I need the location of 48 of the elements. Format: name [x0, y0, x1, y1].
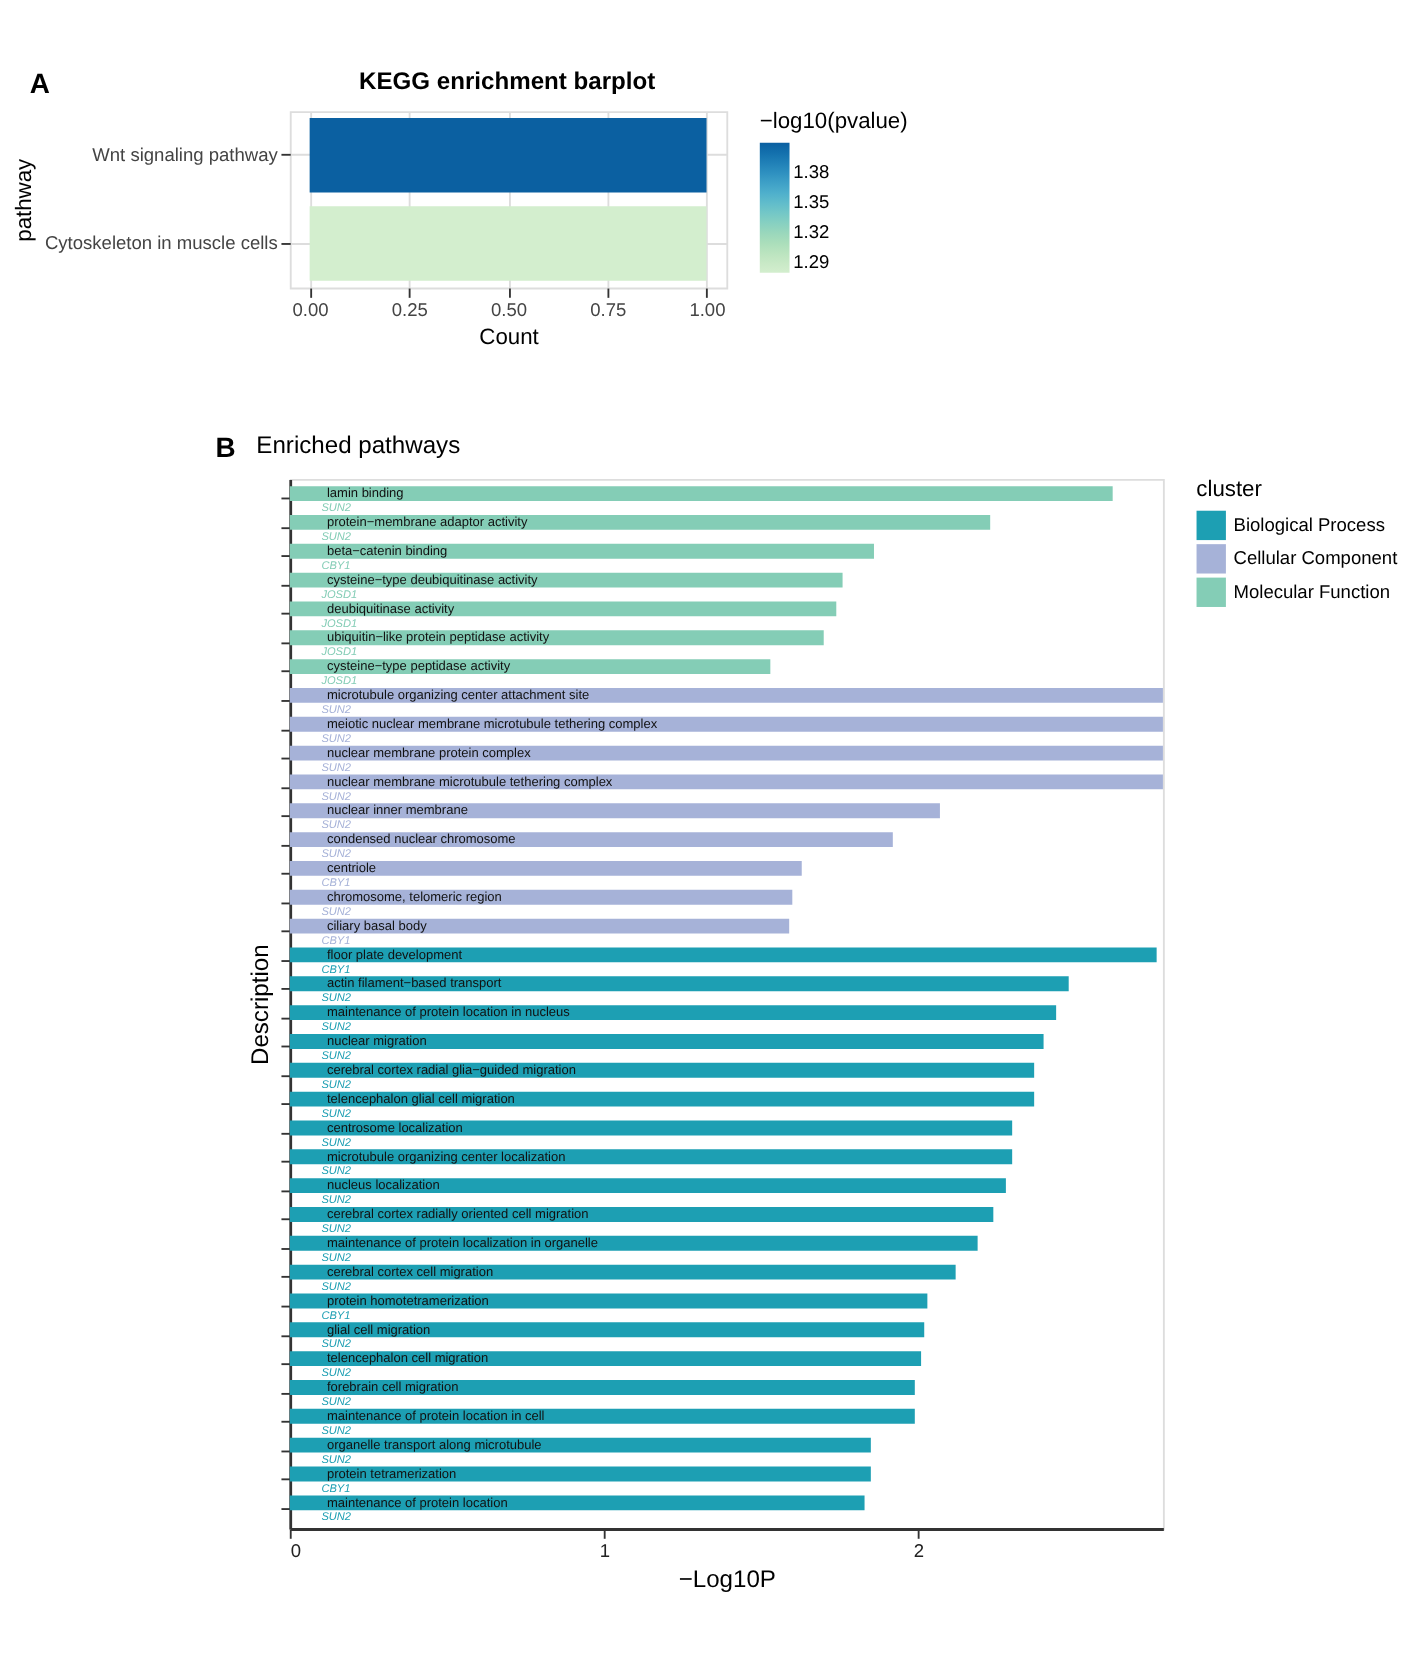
x-tick-label: 0.25 [391, 300, 428, 321]
bar [289, 774, 1163, 790]
bar [289, 687, 1163, 703]
bar [289, 976, 1069, 992]
legend-title: cluster [1196, 477, 1263, 502]
y-axis-title: Description [245, 944, 274, 1066]
legend-label: Molecular Function [1233, 581, 1391, 602]
bar [289, 1178, 1006, 1194]
bar [289, 1091, 1035, 1107]
y-axis-title: pathway [13, 158, 38, 242]
bar [289, 514, 991, 530]
bar [289, 1034, 1044, 1049]
bar [289, 601, 837, 617]
bar [289, 918, 790, 934]
y-tick-label: Cytoskeleton in muscle cells [44, 233, 279, 254]
bar [289, 486, 1113, 502]
bar [289, 1495, 865, 1511]
x-axis-title: Count [479, 326, 541, 351]
x-tick-label: 0.75 [590, 300, 627, 321]
color-bar-label: 1.29 [793, 252, 830, 273]
x-tick-label: 1.00 [689, 300, 726, 321]
bar [289, 745, 1163, 761]
x-tick-label: 2 [913, 1541, 925, 1562]
bar [289, 1380, 915, 1395]
x-tick-label: 0.00 [292, 300, 329, 321]
color-bar-label: 1.32 [793, 222, 830, 243]
bar [289, 1322, 925, 1338]
y-tick-label: Wnt signaling pathway [92, 144, 279, 165]
bar [289, 1351, 922, 1367]
text: A [29, 66, 50, 99]
color-bar-label: 1.35 [793, 192, 830, 213]
bar [289, 1264, 956, 1280]
legend-label: Biological Process [1233, 514, 1386, 535]
bar [289, 861, 802, 876]
legend-title: −log10(pvalue) [759, 109, 909, 134]
chart-title: Enriched pathways [256, 430, 461, 459]
color-bar-label: 1.38 [793, 162, 830, 183]
legend-label: Cellular Component [1233, 548, 1399, 569]
chart-title: KEGG enrichment barplot [359, 66, 656, 95]
bar [289, 832, 893, 848]
x-tick-label: 0.50 [490, 300, 528, 321]
bar [289, 1005, 1057, 1021]
bar [289, 543, 874, 559]
x-tick-label: 0 [290, 1541, 302, 1562]
text: B [215, 430, 236, 463]
x-tick-label: 1 [599, 1541, 610, 1562]
bar [289, 803, 940, 819]
x-axis-title: −Log10P [678, 1565, 776, 1594]
